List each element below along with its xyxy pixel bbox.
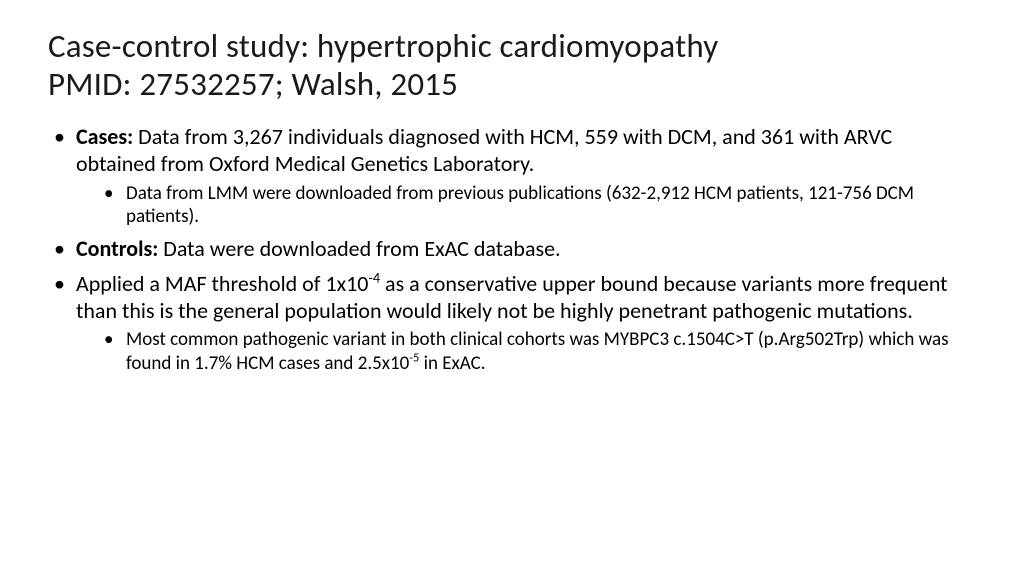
title-line-1: Case-control study: hypertrophic cardiom… — [48, 26, 718, 66]
maf-pre-text: Applied a MAF threshold of 1x10 — [76, 270, 368, 297]
list-item: Cases: Data from 3,267 individuals diagn… — [48, 124, 976, 228]
slide-title: Case-control study: hypertrophic cardiom… — [48, 28, 976, 104]
variant-exponent: -5 — [409, 350, 419, 365]
maf-exponent: -4 — [368, 268, 380, 286]
cases-text: Data from 3,267 individuals diagnosed wi… — [76, 123, 892, 177]
controls-text: Data were downloaded from ExAC database. — [158, 235, 560, 262]
cases-sub-text: Data from LMM were downloaded from previ… — [126, 182, 914, 228]
bullet-list: Cases: Data from 3,267 individuals diagn… — [48, 124, 976, 375]
sub-list: Most common pathogenic variant in both c… — [76, 328, 976, 374]
cases-label: Cases: — [76, 123, 133, 150]
variant-post-text: in ExAC. — [419, 352, 485, 375]
list-item: Most common pathogenic variant in both c… — [100, 328, 976, 374]
variant-pre-text: Most common pathogenic variant in both c… — [126, 328, 949, 374]
list-item: Applied a MAF threshold of 1x10-4 as a c… — [48, 271, 976, 375]
title-line-2: PMID: 27532257; Walsh, 2015 — [48, 64, 458, 104]
sub-list: Data from LMM were downloaded from previ… — [76, 182, 976, 228]
slide: Case-control study: hypertrophic cardiom… — [0, 0, 1024, 576]
list-item: Controls: Data were downloaded from ExAC… — [48, 236, 976, 263]
controls-label: Controls: — [76, 235, 158, 262]
list-item: Data from LMM were downloaded from previ… — [100, 182, 976, 228]
